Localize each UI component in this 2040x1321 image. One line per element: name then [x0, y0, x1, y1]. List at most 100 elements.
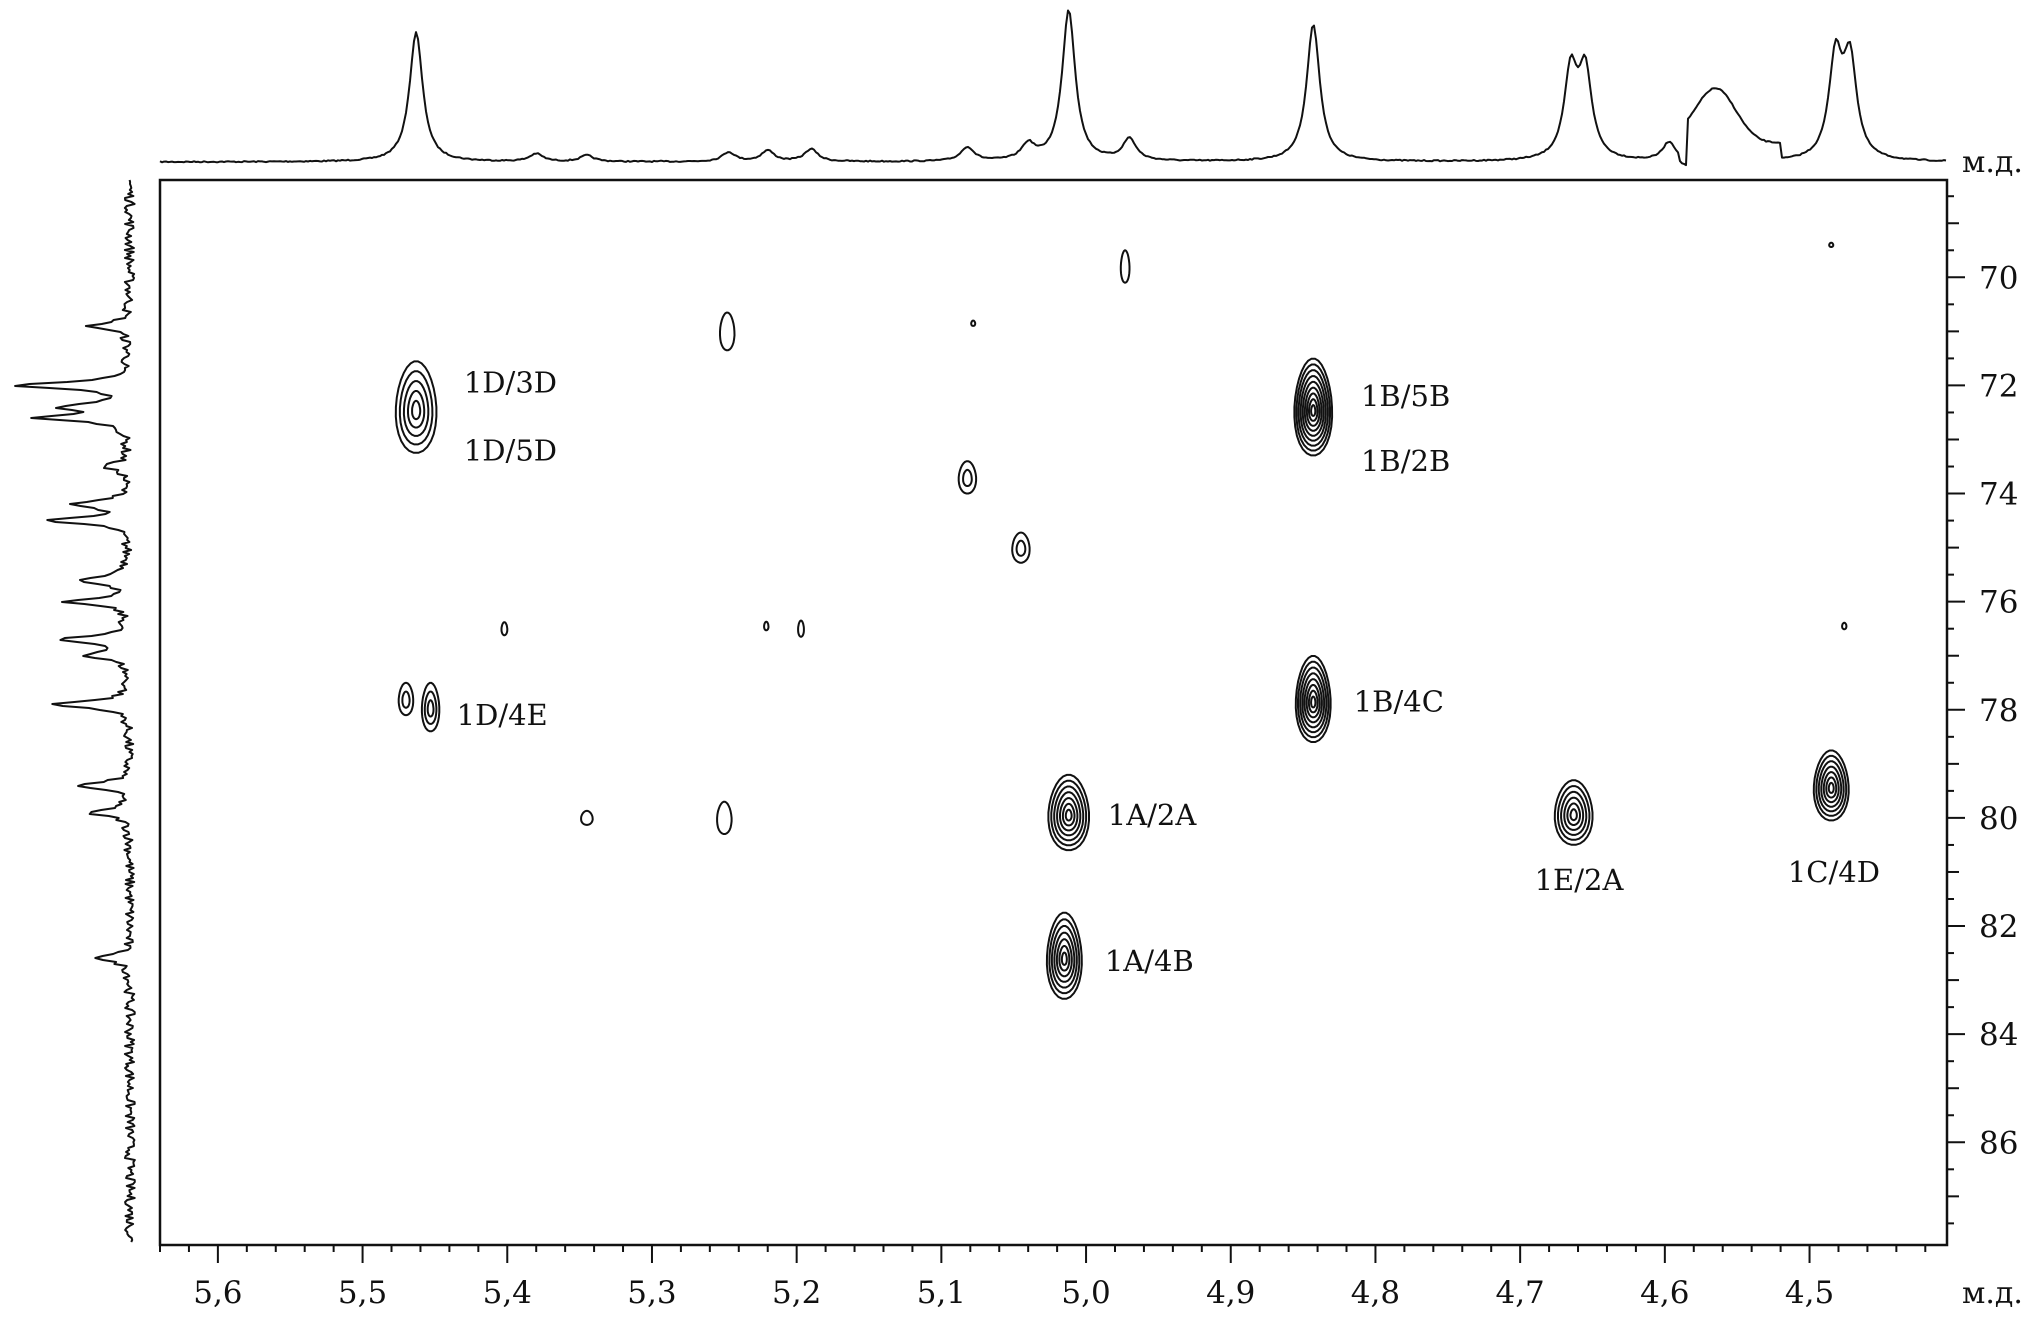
contour-level: [719, 311, 736, 352]
contour-level: [1841, 621, 1848, 631]
cross-peak-label: 1B/4C: [1354, 685, 1444, 719]
y-tick-label: 80: [1979, 801, 2018, 837]
cross-peak: [1812, 749, 1850, 822]
contour-level: [426, 699, 435, 718]
contour-peaks: [394, 241, 1850, 1000]
contour-level: [1053, 931, 1076, 983]
cross-peak: [763, 620, 770, 632]
y-tick-label: 76: [1979, 585, 2018, 621]
x-tick-label: 4,7: [1495, 1275, 1544, 1311]
contour-level: [1815, 754, 1848, 817]
contour-level: [1569, 808, 1578, 822]
contour-level: [1303, 386, 1323, 432]
cross-peak: [1828, 241, 1835, 248]
contour-level: [1563, 796, 1585, 831]
x-tick-label: 5,1: [917, 1275, 966, 1311]
x-axis-ticks: 5,6 5,5 5,4 5,3 5,2 5,1 5,0 4,9 4,8 4,7 4,6 4,5: [159, 1245, 1927, 1311]
contour-level: [1056, 791, 1082, 837]
contour-level: [1817, 760, 1845, 813]
x-tick-label: 5,4: [483, 1275, 532, 1311]
contour-level: [1299, 666, 1328, 734]
cross-peak: [1045, 911, 1083, 1000]
contour-level: [1047, 773, 1090, 852]
cross-peak: [500, 621, 509, 637]
contour-level: [1820, 765, 1843, 808]
x-tick-label: 5,5: [338, 1275, 387, 1311]
y-tick-label: 82: [1979, 909, 2018, 945]
contour-level: [397, 681, 415, 717]
x-tick-label: 4,6: [1640, 1275, 1689, 1311]
cross-peak-label: 1D/3D: [464, 366, 557, 400]
y-tick-label: 74: [1979, 477, 2018, 513]
x-tick-label: 5,0: [1061, 1275, 1110, 1311]
x-axis-unit-label: м.д.: [1962, 1276, 2023, 1311]
cross-peak: [797, 619, 805, 638]
cross-peak-labels: 1D/3D 1D/5D 1B/5B 1B/2B 1D/4E 1B/4C 1A/2A 1E/2A…: [457, 366, 1880, 978]
contour-level: [797, 619, 805, 638]
contour-level: [1297, 660, 1330, 739]
contour-level: [500, 621, 509, 637]
contour-level: [1293, 357, 1334, 457]
cross-peak: [1553, 779, 1594, 846]
contour-level: [1825, 776, 1838, 799]
contour-level: [402, 380, 430, 437]
contour-level: [1301, 380, 1325, 437]
contour-level: [970, 319, 977, 327]
contour-level: [1828, 241, 1835, 248]
contour-level: [1822, 771, 1840, 804]
contour-level: [1064, 808, 1073, 822]
contour-level: [423, 690, 438, 725]
top-projection-trace: [159, 9, 1947, 167]
plot-frame: [158, 178, 1949, 1247]
contour-level: [1015, 539, 1027, 557]
x-tick-label: 5,2: [772, 1275, 821, 1311]
cross-peak: [397, 681, 415, 717]
cross-peak: [394, 360, 438, 454]
contour-level: [1053, 785, 1085, 842]
y-tick-label: 84: [1979, 1017, 2018, 1053]
y-axis-unit-label: м.д.: [1962, 145, 2023, 180]
cross-peak-label: 1E/2A: [1535, 863, 1625, 897]
contour-level: [1048, 918, 1081, 995]
contour-level: [1058, 945, 1071, 972]
cross-peak: [1293, 357, 1334, 457]
contour-level: [1050, 779, 1088, 847]
contour-level: [763, 620, 770, 632]
y-tick-label: 72: [1979, 368, 2018, 404]
x-tick-label: 5,6: [193, 1275, 242, 1311]
contour-level: [957, 460, 978, 495]
cross-peak: [716, 800, 733, 835]
contour-level: [1560, 790, 1588, 836]
contour-level: [1305, 392, 1321, 427]
contour-level: [1045, 911, 1083, 1000]
contour-level: [398, 370, 434, 446]
x-tick-label: 4,9: [1206, 1275, 1255, 1311]
contour-level: [1310, 695, 1317, 709]
contour-level: [1011, 531, 1031, 564]
y-axis-ticks: 70 72 74 76 78 80 82 84 86: [1947, 195, 2018, 1225]
x-tick-label: 4,8: [1351, 1275, 1400, 1311]
contour-level: [1297, 369, 1329, 447]
top-1d-projection: [159, 9, 1947, 167]
contour-level: [420, 681, 441, 733]
contour-level: [1295, 363, 1331, 452]
cross-peak: [1841, 621, 1848, 631]
contour-level: [1310, 404, 1317, 417]
contour-level: [407, 390, 426, 429]
cross-peak: [1011, 531, 1031, 564]
cross-peak-label: 1A/2A: [1108, 798, 1198, 832]
contour-level: [580, 809, 594, 826]
y-tick-label: 70: [1979, 260, 2018, 296]
contour-level: [1061, 802, 1076, 827]
contour-level: [401, 690, 411, 709]
contour-level: [1055, 938, 1073, 978]
contour-level: [1812, 749, 1850, 822]
cross-peak-label: 1B/5B: [1361, 379, 1450, 413]
contour-level: [1119, 249, 1131, 284]
cross-peak: [957, 460, 978, 495]
contour-level: [716, 800, 733, 835]
left-1d-projection: [14, 179, 136, 1243]
cross-peak: [1119, 249, 1131, 284]
contour-level: [1060, 951, 1068, 966]
cross-peak-label: 1B/2B: [1361, 444, 1450, 478]
